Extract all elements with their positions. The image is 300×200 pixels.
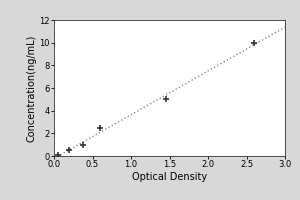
Y-axis label: Concentration(ng/mL): Concentration(ng/mL) <box>27 34 37 142</box>
X-axis label: Optical Density: Optical Density <box>132 172 207 182</box>
